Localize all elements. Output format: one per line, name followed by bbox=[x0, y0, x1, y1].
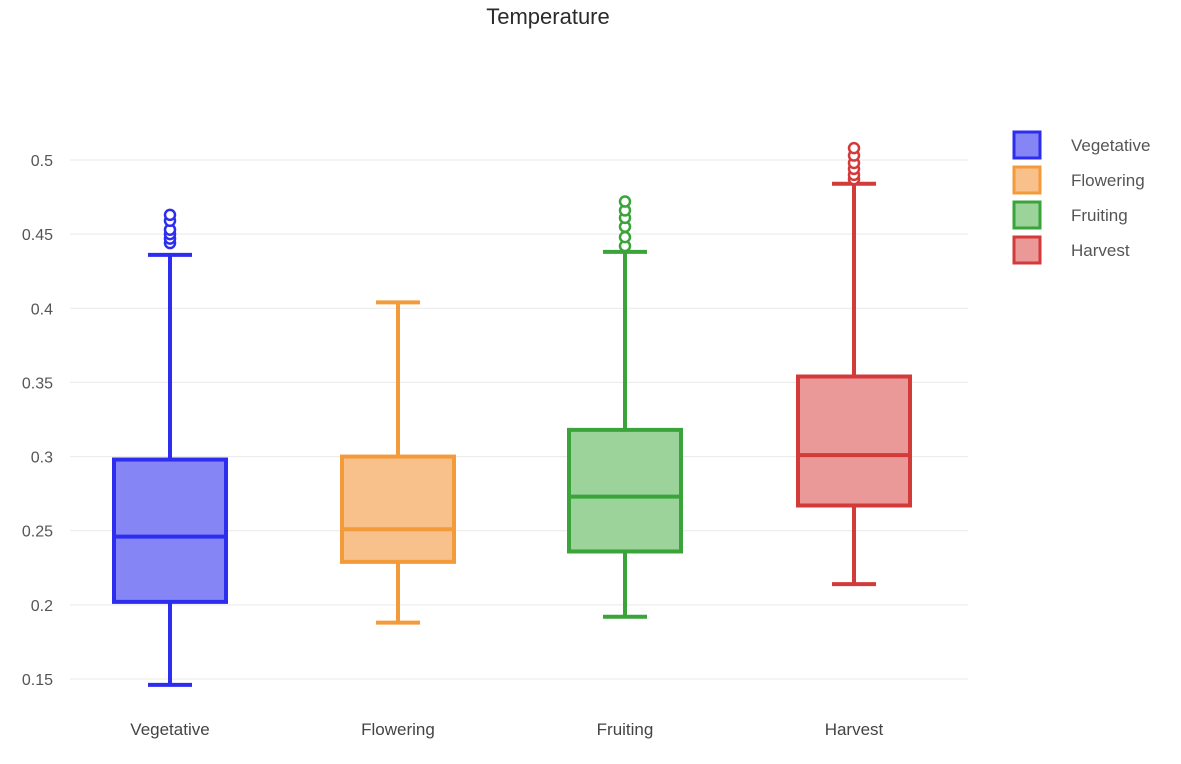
x-tick-label: Harvest bbox=[825, 720, 884, 739]
legend-swatch-flowering bbox=[1012, 165, 1042, 195]
outlier-point bbox=[618, 195, 632, 208]
legend-label-harvest: Harvest bbox=[1071, 241, 1130, 260]
legend-label-flowering: Flowering bbox=[1071, 171, 1145, 190]
box-harvest bbox=[796, 141, 912, 587]
legend-swatch-harvest bbox=[1012, 235, 1042, 265]
legend: Vegetative Flowering Fruiting Harvest bbox=[1012, 130, 1150, 265]
legend-label-vegetative: Vegetative bbox=[1071, 136, 1150, 155]
outlier-point bbox=[847, 141, 861, 155]
iqr-box bbox=[112, 457, 228, 604]
y-axis-ticks: 0.15 0.2 0.25 0.3 0.35 0.4 0.45 0.5 bbox=[22, 153, 53, 689]
x-tick-label: Vegetative bbox=[130, 720, 209, 739]
box-vegetative bbox=[112, 208, 228, 687]
iqr-box bbox=[567, 427, 683, 554]
y-tick-label: 0.45 bbox=[22, 227, 53, 244]
legend-swatch-fruiting bbox=[1012, 200, 1042, 230]
box-fruiting bbox=[567, 195, 683, 619]
iqr-box bbox=[340, 454, 456, 564]
x-tick-label: Fruiting bbox=[597, 720, 654, 739]
y-tick-label: 0.4 bbox=[31, 301, 53, 318]
y-tick-label: 0.25 bbox=[22, 524, 53, 541]
x-tick-label: Flowering bbox=[361, 720, 435, 739]
outlier-point bbox=[618, 230, 632, 244]
box-flowering bbox=[340, 300, 456, 625]
y-tick-label: 0.35 bbox=[22, 375, 53, 392]
y-tick-label: 0.5 bbox=[31, 153, 53, 170]
outlier-point bbox=[163, 208, 177, 222]
y-tick-label: 0.2 bbox=[31, 598, 53, 615]
legend-label-fruiting: Fruiting bbox=[1071, 206, 1128, 225]
y-tick-label: 0.3 bbox=[31, 450, 53, 467]
iqr-box bbox=[796, 374, 912, 508]
chart-title: Temperature bbox=[486, 4, 610, 29]
legend-swatch-vegetative bbox=[1012, 130, 1042, 160]
y-tick-label: 0.15 bbox=[22, 672, 53, 689]
